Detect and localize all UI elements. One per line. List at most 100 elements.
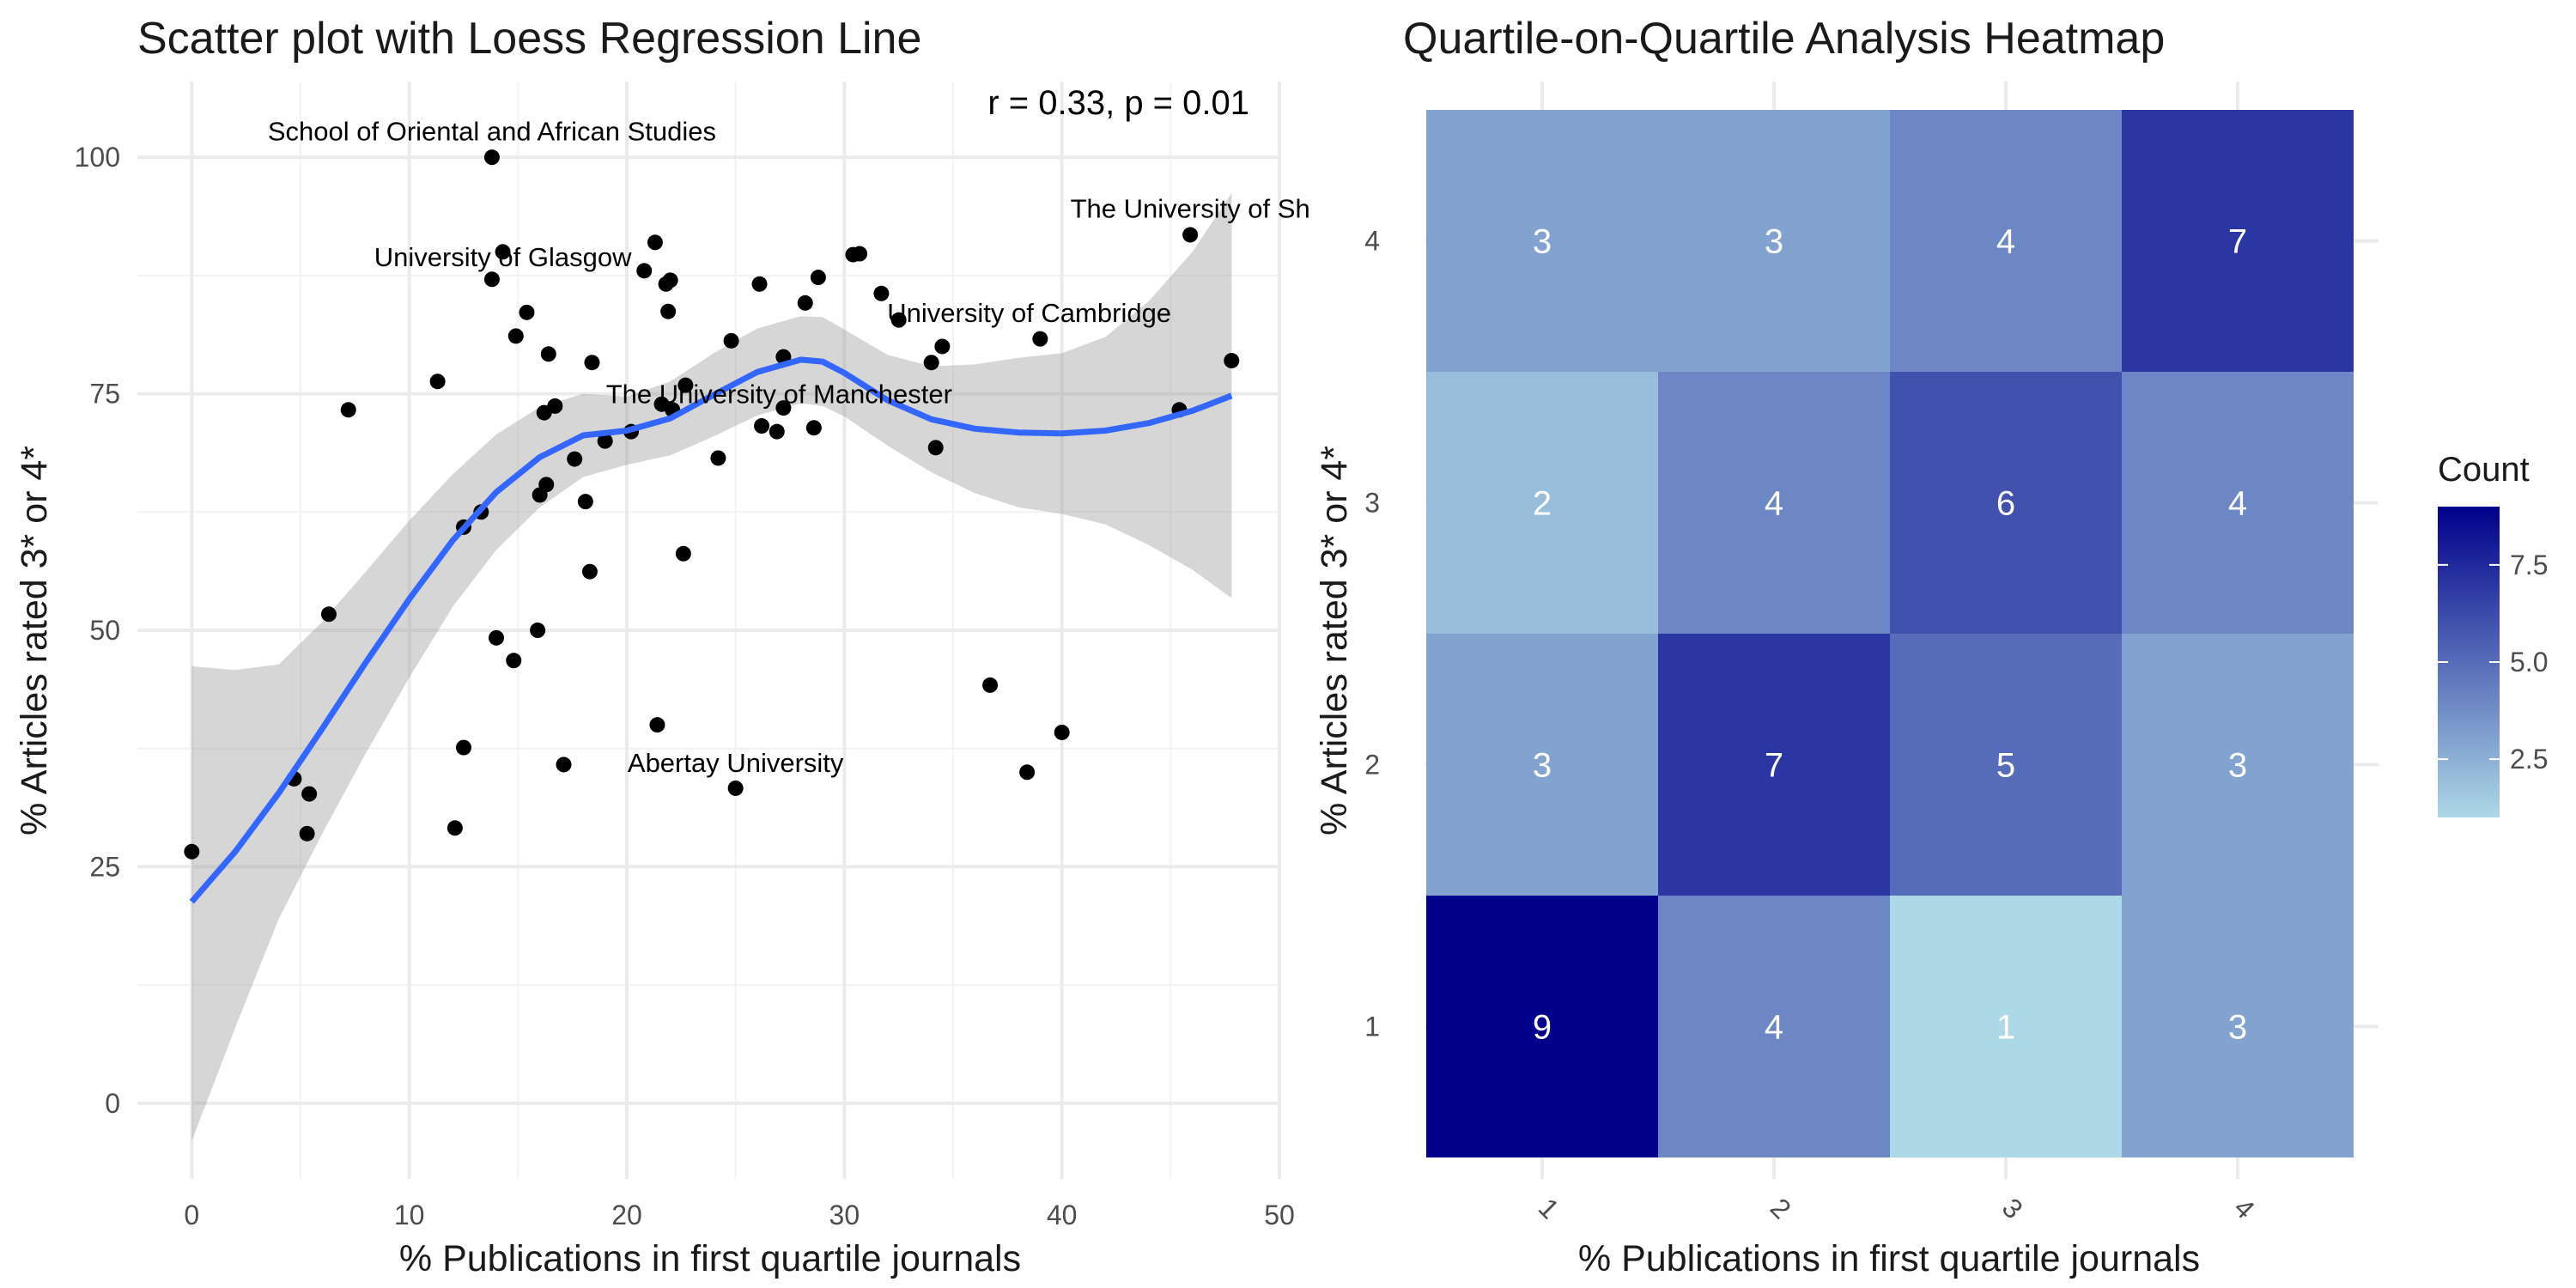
scatter-point — [1019, 764, 1036, 781]
point-annotation: University of Glasgow — [374, 242, 632, 272]
scatter-point — [890, 312, 907, 328]
x-tick-label: 40 — [1047, 1200, 1078, 1230]
legend-tick-label: 5.0 — [2510, 647, 2548, 677]
heatmap-cells: 9 4 1 3 3 7 5 3 2 4 6 4 3 3 4 7 — [1426, 110, 2354, 1157]
heatmap-cell — [1658, 110, 1890, 372]
heatmap-cell-label: 4 — [1765, 485, 1783, 523]
y-tick-label: 75 — [89, 379, 120, 410]
scatter-panel: Scatter plot with Loess Regression Line … — [14, 14, 1310, 1279]
scatter-point — [489, 629, 504, 646]
heatmap-y-tick-label: 1 — [1364, 1012, 1380, 1042]
heatmap-cell-label: 9 — [1533, 1009, 1552, 1047]
scatter-point — [483, 271, 500, 288]
y-tick-label: 25 — [89, 851, 120, 882]
scatter-grid — [137, 82, 1281, 1179]
scatter-x-ticks: 0 10 20 30 40 50 — [184, 1200, 1294, 1230]
legend-title: Count — [2438, 451, 2530, 489]
scatter-point — [547, 398, 563, 414]
scatter-point — [184, 843, 200, 860]
scatter-point — [581, 563, 598, 580]
heatmap-y-tick-label: 2 — [1364, 750, 1380, 781]
heatmap-cell — [1658, 634, 1890, 896]
scatter-point — [1032, 331, 1048, 347]
scatter-point — [810, 270, 826, 286]
heatmap-panel: Quartile-on-Quartile Analysis Heatmap 9 4… — [1314, 14, 2548, 1279]
point-annotation: The University of Sh — [1071, 194, 1310, 224]
scatter-point — [660, 303, 677, 319]
heatmap-cell — [2122, 372, 2354, 634]
scatter-title: Scatter plot with Loess Regression Line — [137, 14, 921, 64]
scatter-point — [769, 423, 785, 440]
x-tick-label: 0 — [184, 1200, 199, 1230]
y-tick-label: 0 — [105, 1088, 120, 1119]
scatter-point — [483, 149, 500, 166]
heatmap-cell-label: 3 — [1533, 747, 1552, 785]
heatmap-cell — [1890, 896, 2122, 1157]
heatmap-cell — [2122, 896, 2354, 1157]
heatmap-cell-label: 7 — [2228, 223, 2247, 261]
scatter-point — [775, 400, 792, 416]
scatter-point — [597, 433, 613, 449]
point-annotation: The University of Manchester — [606, 380, 952, 410]
heatmap-cell — [1426, 372, 1658, 634]
heatmap-cell-label: 5 — [1996, 747, 2015, 785]
scatter-annotations: School of Oriental and African Studies Un… — [268, 116, 1310, 778]
scatter-point — [320, 606, 337, 623]
scatter-point — [577, 494, 593, 510]
heatmap-cell — [1890, 372, 2122, 634]
color-legend: Count 2.5 5.0 7.5 — [2438, 451, 2548, 817]
scatter-point — [649, 717, 665, 733]
heatmap-cell — [2122, 110, 2354, 372]
scatter-point — [710, 450, 726, 466]
scatter-point — [982, 677, 999, 693]
loess-line-group — [189, 356, 1233, 904]
x-tick-label: 10 — [394, 1200, 425, 1230]
scatter-x-axis-title: % Publications in first quartile journal… — [399, 1238, 1021, 1279]
x-tick-label: 20 — [611, 1200, 642, 1230]
scatter-point — [1054, 724, 1070, 740]
scatter-point — [495, 244, 511, 260]
heatmap-cell — [1426, 110, 1658, 372]
scatter-point — [873, 285, 890, 301]
scatter-point — [751, 276, 768, 292]
scatter-point — [506, 653, 522, 669]
scatter-point — [636, 263, 653, 279]
scatter-point — [301, 786, 318, 802]
scatter-point — [677, 377, 694, 393]
scatter-point — [447, 820, 463, 836]
scatter-point — [299, 825, 315, 841]
heatmap-cell-label: 3 — [2228, 1009, 2247, 1047]
scatter-point — [852, 246, 868, 262]
x-tick-label: 50 — [1264, 1200, 1295, 1230]
scatter-point — [567, 451, 583, 467]
scatter-point — [754, 418, 770, 434]
scatter-point — [538, 477, 555, 493]
legend-ticks: 2.5 5.0 7.5 — [2438, 550, 2548, 775]
scatter-point — [507, 328, 524, 344]
heatmap-cell — [1890, 110, 2122, 372]
scatter-point — [456, 739, 471, 756]
loess-confidence-band — [191, 193, 1232, 1141]
scatter-point — [727, 780, 744, 796]
heatmap-cell-label: 7 — [1765, 747, 1783, 785]
heatmap-x-tick-label: 4 — [2228, 1192, 2261, 1224]
scatter-points — [184, 149, 1240, 860]
scatter-point — [1224, 353, 1240, 369]
scatter-point — [556, 756, 572, 773]
scatter-point — [927, 440, 944, 456]
scatter-point — [675, 545, 691, 562]
loess-line — [189, 356, 1233, 904]
heatmap-x-tick-label: 3 — [1996, 1192, 2029, 1224]
scatter-point — [805, 420, 822, 436]
heatmap-cell — [1426, 896, 1658, 1157]
loess-confidence-band-group — [191, 193, 1232, 1141]
y-tick-label: 100 — [75, 142, 120, 173]
scatter-y-axis-title: % Articles rated 3* or 4* — [14, 446, 55, 835]
heatmap-cell-label: 1 — [1996, 1009, 2015, 1047]
heatmap-cell-label: 3 — [1533, 223, 1552, 261]
scatter-point — [340, 402, 356, 418]
heatmap-cell-label: 6 — [1996, 485, 2015, 523]
heatmap-cell-label: 4 — [1765, 1009, 1783, 1047]
point-annotation: Abertay University — [628, 748, 844, 778]
